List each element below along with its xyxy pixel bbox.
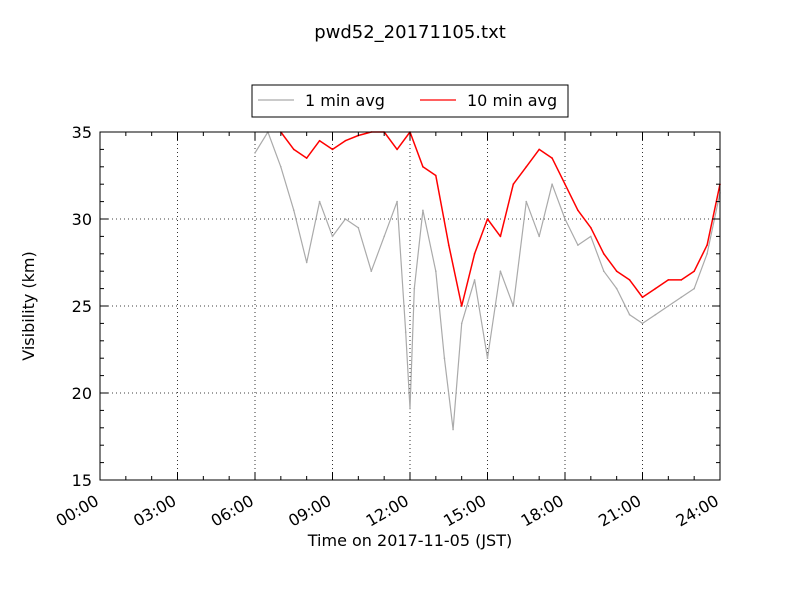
data-point — [512, 183, 515, 185]
data-point — [628, 279, 631, 281]
data-point — [564, 218, 566, 220]
data-point — [654, 313, 657, 316]
data-point — [292, 148, 295, 151]
x-tick-label: 18:00 — [518, 491, 567, 531]
y-tick-label: 30 — [72, 210, 92, 229]
data-point — [344, 218, 347, 220]
data-point — [404, 331, 407, 333]
data-point — [680, 279, 683, 281]
data-point — [615, 287, 618, 290]
data-point — [654, 287, 657, 290]
data-point — [551, 157, 553, 159]
y-axis-label: Visibility (km) — [19, 251, 38, 360]
data-point — [525, 166, 528, 168]
data-point — [344, 139, 347, 142]
data-point — [318, 139, 321, 142]
data-point — [525, 200, 528, 203]
data-point — [292, 209, 295, 212]
legend: 1 min avg 10 min avg — [251, 84, 569, 118]
data-point — [590, 226, 592, 229]
series-line-1min — [254, 131, 721, 431]
data-point — [280, 166, 282, 168]
series-1min — [254, 131, 721, 431]
data-point — [447, 244, 450, 246]
data-point — [331, 235, 334, 238]
data-point — [473, 279, 476, 281]
data-point — [435, 174, 437, 177]
data-point — [254, 152, 256, 154]
data-point — [486, 357, 489, 360]
data-point — [452, 428, 454, 431]
x-tick-label: 00:00 — [53, 491, 102, 531]
x-tick-label: 15:00 — [440, 491, 489, 531]
data-point — [667, 305, 670, 307]
data-point — [641, 296, 644, 299]
data-point — [305, 261, 308, 264]
y-tick-label: 20 — [72, 384, 92, 403]
data-point — [499, 270, 502, 273]
y-tick-label: 35 — [72, 123, 92, 142]
data-point — [499, 235, 502, 238]
data-point — [396, 200, 398, 203]
data-point — [460, 305, 463, 307]
x-axis-label: Time on 2017-11-05 (JST) — [307, 531, 512, 550]
data-point — [538, 235, 540, 238]
data-point — [460, 322, 463, 325]
data-point — [409, 407, 411, 410]
data-point — [680, 296, 683, 299]
data-point — [512, 305, 515, 307]
legend-box — [251, 84, 569, 118]
data-point — [577, 209, 579, 212]
data-point — [305, 157, 308, 159]
data-point — [435, 270, 437, 273]
data-point — [602, 253, 605, 255]
data-point — [486, 218, 489, 220]
legend-label-10min: 10 min avg — [467, 91, 557, 110]
data-point — [422, 166, 424, 168]
x-tick-label: 09:00 — [285, 491, 334, 531]
x-tick-label: 12:00 — [363, 491, 412, 531]
data-point — [383, 235, 385, 238]
x-tick-label: 06:00 — [208, 491, 257, 531]
data-point — [667, 279, 670, 281]
data-point — [413, 287, 416, 290]
data-point — [706, 244, 708, 246]
data-point — [357, 226, 360, 229]
data-point — [443, 357, 446, 360]
data-point — [693, 270, 695, 273]
data-point — [706, 253, 708, 255]
data-point — [551, 183, 553, 185]
data-point — [602, 270, 605, 273]
data-point — [693, 287, 695, 290]
data-point — [422, 209, 424, 212]
data-point — [538, 148, 540, 151]
grid — [100, 132, 720, 480]
x-tick-label: 24:00 — [673, 491, 722, 531]
y-tick-label: 25 — [72, 297, 92, 316]
x-tick-label: 21:00 — [595, 491, 644, 531]
x-tick-label: 03:00 — [130, 491, 179, 531]
data-point — [331, 148, 334, 151]
chart-title: pwd52_20171105.txt — [314, 22, 506, 43]
data-point — [318, 200, 321, 203]
axis-ticks: 00:00 03:00 06:00 09:00 12:00 15:00 18:00 21:00… — [53, 123, 722, 531]
data-point — [615, 270, 618, 273]
data-point — [396, 148, 398, 151]
data-point — [577, 244, 579, 246]
data-point — [628, 313, 631, 316]
data-point — [473, 253, 476, 255]
data-point — [370, 270, 373, 273]
data-point — [590, 235, 592, 238]
data-point — [564, 183, 566, 185]
legend-label-1min: 1 min avg — [305, 91, 385, 110]
data-point — [641, 322, 644, 325]
y-tick-label: 15 — [72, 471, 92, 490]
